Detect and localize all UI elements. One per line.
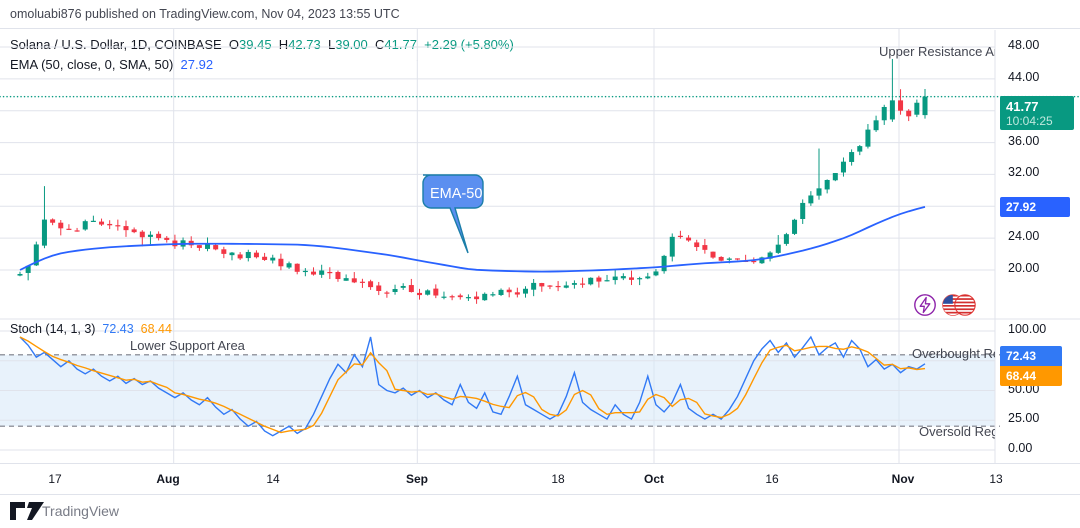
svg-text:EMA-50: EMA-50 bbox=[430, 186, 482, 202]
